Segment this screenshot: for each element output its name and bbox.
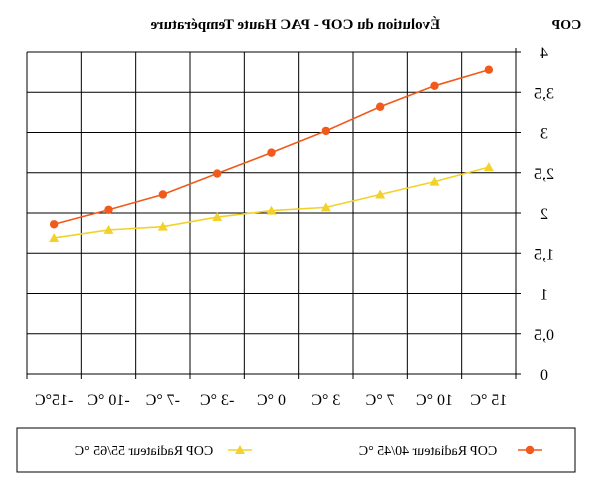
y-tick-label: 0,5 bbox=[534, 327, 554, 344]
legend-swatch-marker bbox=[235, 445, 245, 454]
data-point bbox=[320, 202, 331, 212]
y-tick-label: 1,5 bbox=[534, 246, 554, 263]
y-tick-label: 3,5 bbox=[534, 85, 554, 102]
data-point bbox=[321, 126, 331, 136]
y-tick-label: 0 bbox=[540, 367, 548, 384]
x-tick-label: 15 °C bbox=[470, 392, 507, 409]
data-point bbox=[430, 81, 439, 91]
chart-title: Évolution du COP - PAC Haute Température bbox=[150, 16, 440, 33]
data-point bbox=[266, 205, 277, 215]
data-point bbox=[267, 148, 276, 157]
series-1 bbox=[49, 65, 494, 229]
series-line bbox=[53, 68, 490, 226]
legend-entry-2: COP Radiateur 55/65 °C bbox=[75, 444, 252, 459]
y-tick-label: 2,5 bbox=[534, 166, 554, 183]
axis-layer: 0 0,5 1 1,5 2 2,5 3 3,5 4 15 °C 10 °C 7 °C 3 °C 0 °C -… bbox=[26, 45, 554, 409]
y-tick-label: 1 bbox=[540, 287, 548, 304]
data-point bbox=[212, 169, 222, 178]
series-layer bbox=[49, 65, 494, 242]
data-point bbox=[483, 162, 494, 172]
x-tick-label: -3 °C bbox=[200, 392, 234, 409]
data-point bbox=[104, 205, 113, 214]
legend-box bbox=[16, 427, 576, 473]
legend-entry-1: COP Radiateur 40/45 °C bbox=[359, 444, 542, 459]
chart-title-group: Évolution du COP - PAC Haute Température bbox=[150, 16, 440, 33]
x-tick-label: 0 °C bbox=[257, 392, 286, 409]
data-point bbox=[429, 176, 440, 186]
data-point bbox=[157, 221, 168, 231]
x-tick-label: -7 °C bbox=[146, 392, 180, 409]
data-point bbox=[158, 190, 168, 199]
legend-label: COP Radiateur 55/65 °C bbox=[75, 444, 213, 459]
x-tick-label: 3 °C bbox=[311, 392, 340, 409]
legend-swatch-marker bbox=[525, 445, 535, 455]
data-point bbox=[375, 189, 386, 199]
y-tick-label: 2 bbox=[540, 206, 548, 223]
data-point bbox=[103, 224, 114, 234]
data-point bbox=[49, 220, 59, 229]
x-tick-label: -15°C bbox=[35, 392, 73, 409]
x-tick-label: 7 °C bbox=[366, 392, 395, 409]
y-axis-label: COP bbox=[551, 18, 581, 33]
data-point bbox=[375, 102, 385, 111]
series-line bbox=[54, 166, 490, 239]
y-tick-label: 4 bbox=[540, 45, 548, 62]
data-point bbox=[49, 232, 60, 242]
legend-label: COP Radiateur 40/45 °C bbox=[359, 444, 497, 459]
y-tick-label: 3 bbox=[540, 126, 548, 143]
data-point bbox=[484, 65, 494, 74]
x-tick-label: -10 °C bbox=[87, 392, 129, 409]
data-point bbox=[212, 212, 223, 222]
series-2 bbox=[49, 162, 494, 242]
x-tick-label: 10 °C bbox=[416, 392, 453, 409]
legend: COP Radiateur 40/45 °C COP Radiateur 55/6… bbox=[16, 427, 576, 473]
